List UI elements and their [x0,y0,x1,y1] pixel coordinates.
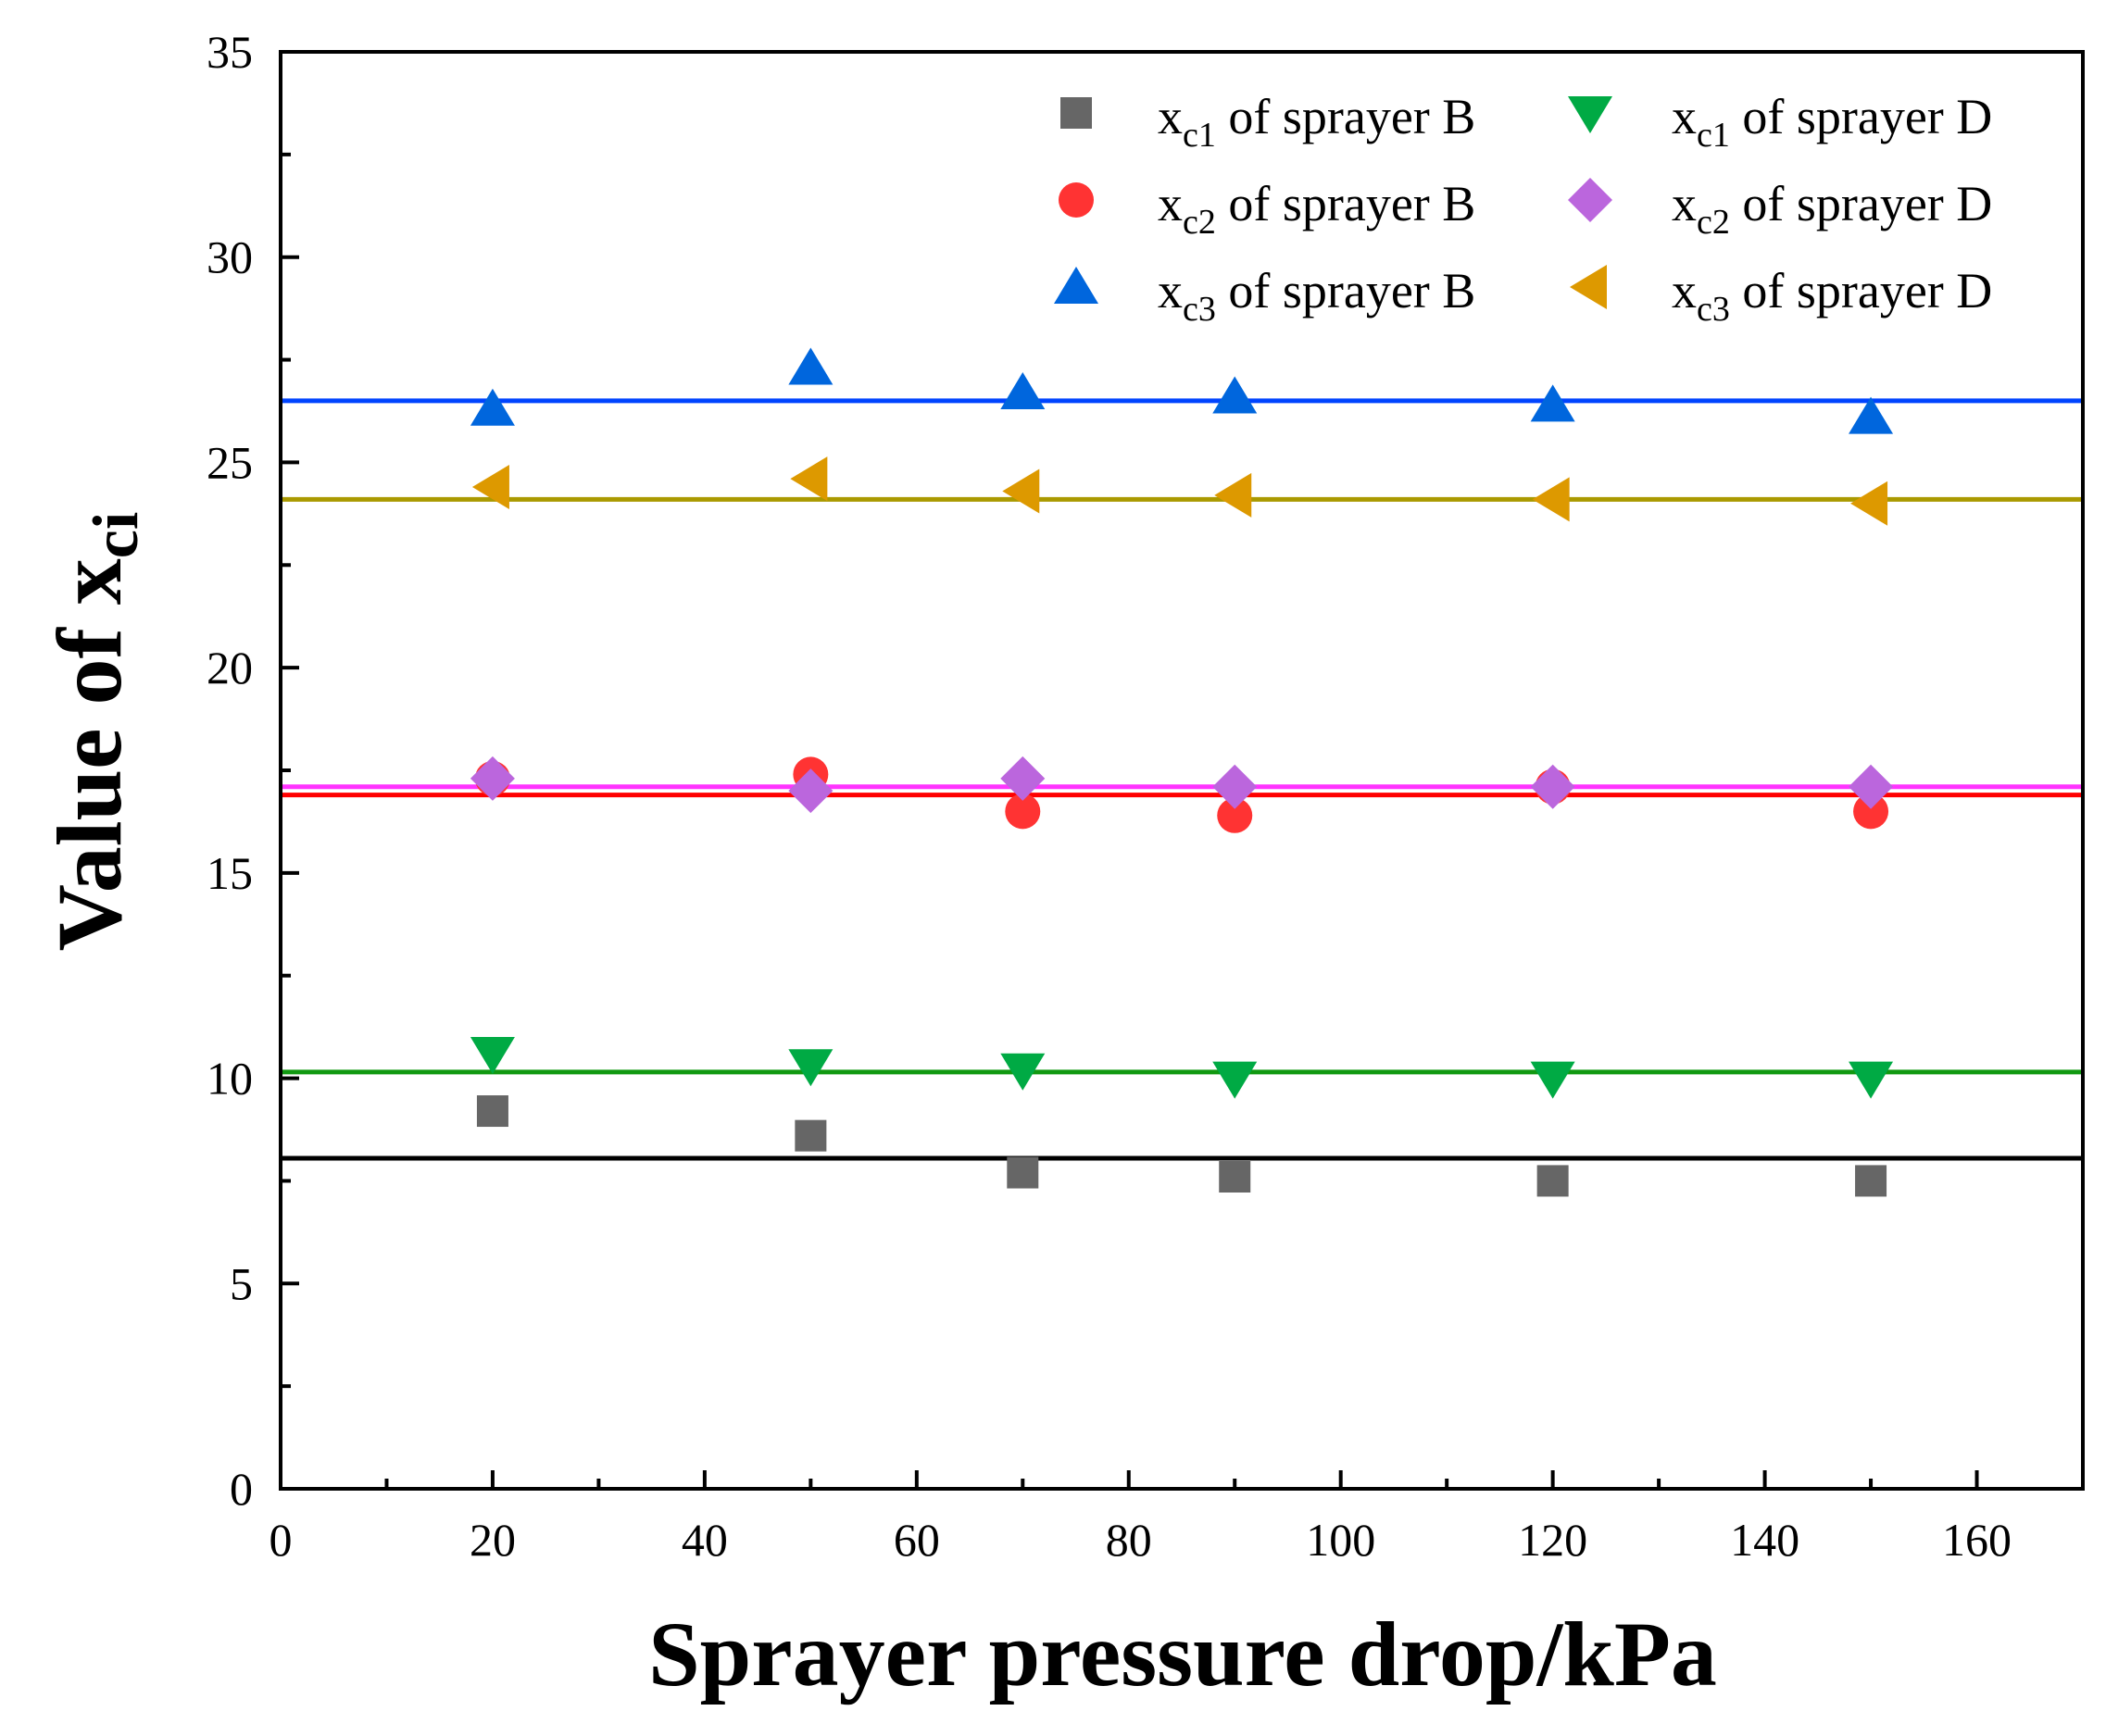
legend-label: xc2 of sprayer B [1158,176,1475,242]
data-point-c1-b [1007,1156,1039,1189]
y-tick-label: 30 [207,231,253,283]
data-point-c3-d [471,465,509,510]
y-axis-title: Value of xci [38,512,152,952]
data-markers [470,347,1894,1197]
data-point-c1-d [1849,1061,1894,1099]
data-point-c2-d [1849,764,1894,809]
data-point-c3-d [1214,472,1252,518]
reference-lines [281,398,2083,1161]
data-point-c3-b [470,388,515,426]
data-point-c1-b [1855,1165,1887,1197]
legend-label: xc1 of sprayer D [1672,89,1992,155]
x-tick-label: 120 [1518,1514,1587,1566]
x-tick-label: 100 [1306,1514,1375,1566]
data-point-c3-d [1850,481,1888,526]
data-point-c1-b [1536,1165,1569,1197]
data-point-c1-d [1530,1061,1575,1099]
data-point-c3-b [1212,376,1258,414]
data-point-c3-d [1532,477,1570,522]
data-point-c1-d [1212,1061,1258,1099]
data-point-c3-b [1530,384,1575,422]
y-tick-label: 15 [207,847,253,899]
legend: xc1 of sprayer B xc2 of sprayer B xc3 of s… [1054,89,1992,329]
legend-marker [1054,267,1098,304]
legend-marker [1568,96,1612,133]
legend-marker [1059,182,1094,218]
y-tick-label: 20 [207,642,253,693]
data-point-c1-d [470,1036,515,1074]
data-point-c2-d [788,768,834,814]
data-point-c3-b [788,347,834,385]
legend-label: xc3 of sprayer B [1158,263,1475,329]
data-point-c2-b [1005,793,1041,830]
legend-label: xc2 of sprayer D [1672,176,1992,242]
x-tick-label: 60 [894,1514,940,1566]
y-tick-label: 0 [230,1463,253,1515]
data-point-c1-d [1000,1053,1046,1091]
x-tick-label: 40 [682,1514,728,1566]
legend-marker [1570,265,1607,309]
data-point-c2-d [1212,764,1258,809]
legend-label: xc1 of sprayer B [1158,89,1475,155]
y-tick-label: 10 [207,1053,253,1105]
data-point-c3-d [1002,468,1040,514]
x-axis-title: Sprayer pressure drop/kPa [648,1603,1717,1705]
x-tick-label: 80 [1106,1514,1152,1566]
data-point-c2-d [1000,756,1046,801]
data-point-c1-b [795,1119,827,1152]
x-tick-label: 20 [470,1514,516,1566]
data-point-c1-b [1219,1160,1251,1193]
legend-marker [1060,97,1092,129]
legend-label: xc3 of sprayer D [1672,263,1992,329]
x-tick-label: 160 [1942,1514,2012,1566]
data-point-c1-b [476,1095,508,1128]
data-point-c3-b [1849,396,1894,434]
x-tick-label: 0 [270,1514,293,1566]
data-point-c2-b [1217,797,1253,833]
axes: 0 20 40 60 80 100 120 140 160 0 5 10 15 20 25 30 35 [207,26,2085,1566]
legend-marker [1568,178,1612,222]
data-point-c2-d [1530,764,1575,809]
y-tick-label: 35 [207,26,253,78]
y-tick-label: 25 [207,436,253,488]
data-point-c2-b [1853,793,1889,830]
data-point-c1-d [788,1049,834,1087]
x-tick-label: 140 [1730,1514,1799,1566]
data-point-c3-b [1000,372,1046,410]
data-point-c2-d [470,756,515,801]
data-point-c3-d [790,456,828,502]
y-tick-label: 5 [230,1257,253,1309]
